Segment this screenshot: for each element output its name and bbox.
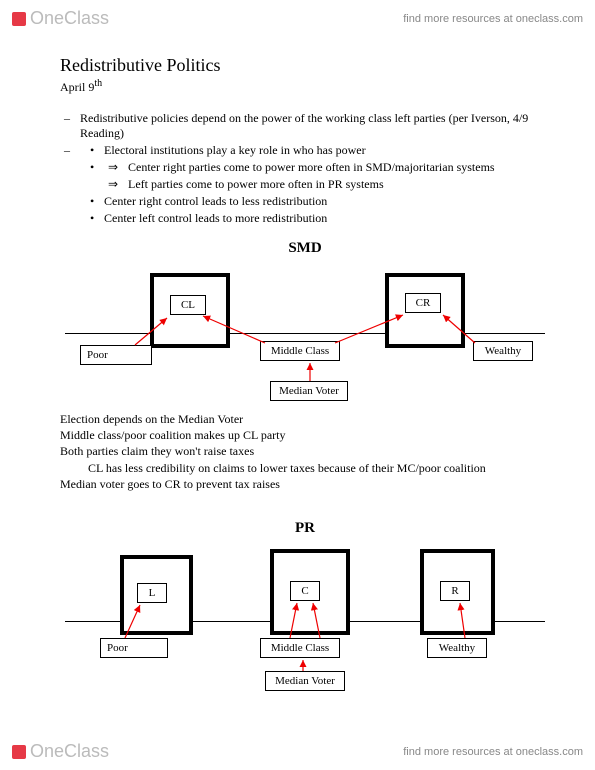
smd-title: SMD [60, 240, 550, 257]
bullet-sub2: Center right control leads to less redis… [104, 194, 550, 209]
ground-line [230, 333, 385, 334]
pr-title: PR [60, 520, 550, 537]
page-title: Redistributive Politics [60, 55, 550, 76]
pr-diagram: L C R Poor Middle Class Wealthy Median V… [65, 543, 545, 693]
smd-diagram: CL CR Poor Middle Class Wealthy Median V… [65, 263, 545, 403]
footer-link[interactable]: find more resources at oneclass.com [403, 746, 583, 758]
logo-icon [12, 745, 26, 759]
r-label: R [440, 581, 470, 601]
note-line: Middle class/poor coalition makes up CL … [60, 427, 550, 443]
logo-text: OneClass [30, 8, 109, 29]
median-label: Median Voter [265, 671, 345, 691]
document-body: Redistributive Politics April 9th Redist… [60, 55, 550, 693]
poor-label: Poor [100, 638, 168, 658]
cl-label: CL [170, 295, 206, 315]
middle-label: Middle Class [260, 638, 340, 658]
ground-line [350, 621, 420, 622]
cr-label: CR [405, 293, 441, 313]
bullet-sub1: Electoral institutions play a key role i… [104, 143, 550, 158]
poor-label: Poor [80, 345, 152, 365]
c-label: C [290, 581, 320, 601]
smd-notes: Election depends on the Median Voter Mid… [60, 411, 550, 492]
page-footer: OneClass find more resources at oneclass… [0, 733, 595, 770]
bullet-list: Redistributive policies depend on the po… [60, 111, 550, 226]
ground-line [65, 333, 150, 334]
date: April 9th [60, 78, 550, 95]
ground-line [65, 621, 120, 622]
ground-line [465, 333, 545, 334]
note-line: Both parties claim they won't raise taxe… [60, 443, 550, 459]
bullet-sub3: Center left control leads to more redist… [104, 211, 550, 226]
logo: OneClass [12, 741, 109, 762]
wealthy-label: Wealthy [473, 341, 533, 361]
ground-line [193, 621, 270, 622]
bullet-sub1a: Center right parties come to power more … [128, 160, 550, 175]
logo: OneClass [12, 8, 109, 29]
note-line: Election depends on the Median Voter [60, 411, 550, 427]
header-link[interactable]: find more resources at oneclass.com [403, 13, 583, 25]
bullet-sub1b: Left parties come to power more often in… [128, 177, 550, 192]
note-line: Median voter goes to CR to prevent tax r… [60, 476, 550, 492]
logo-icon [12, 12, 26, 26]
ground-line [495, 621, 545, 622]
page-header: OneClass find more resources at oneclass… [0, 0, 595, 37]
middle-label: Middle Class [260, 341, 340, 361]
bullet-main: Redistributive policies depend on the po… [80, 111, 550, 141]
median-label: Median Voter [270, 381, 348, 401]
note-line: CL has less credibility on claims to low… [60, 460, 550, 476]
logo-text: OneClass [30, 741, 109, 762]
wealthy-label: Wealthy [427, 638, 487, 658]
l-label: L [137, 583, 167, 603]
